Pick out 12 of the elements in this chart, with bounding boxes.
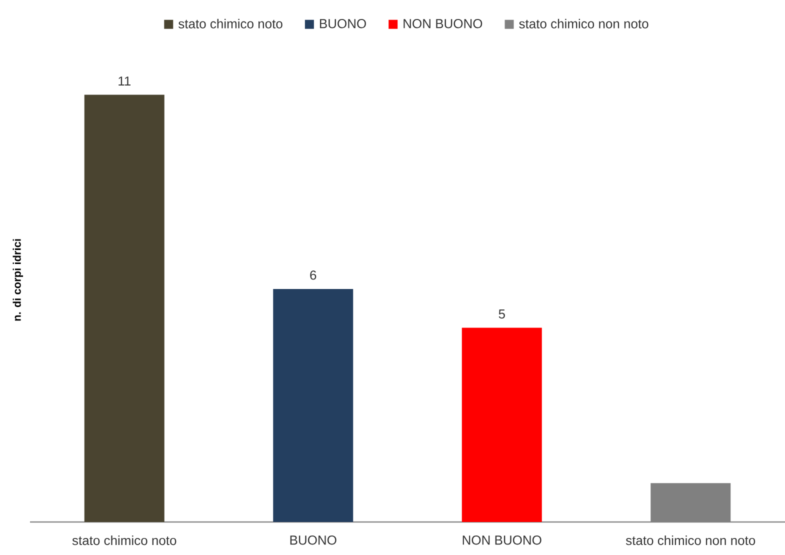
legend-label: NON BUONO [404, 19, 482, 28]
legend-label: stato chimico noto [178, 18, 282, 28]
x-tick-label: stato chimico non noto [626, 536, 756, 546]
x-tick-label: BUONO [290, 536, 336, 545]
x-tick-label: stato chimico noto [72, 536, 176, 546]
x-tick-label: NON BUONO [462, 536, 542, 545]
legend-label: stato chimico non noto [519, 18, 648, 28]
data-label: 5 [498, 310, 505, 319]
data-label: 6 [310, 270, 316, 280]
data-label: 11 [118, 76, 130, 86]
legend-label: BUONO [320, 19, 366, 28]
y-axis-title: n. di corpi idrici [12, 239, 24, 321]
